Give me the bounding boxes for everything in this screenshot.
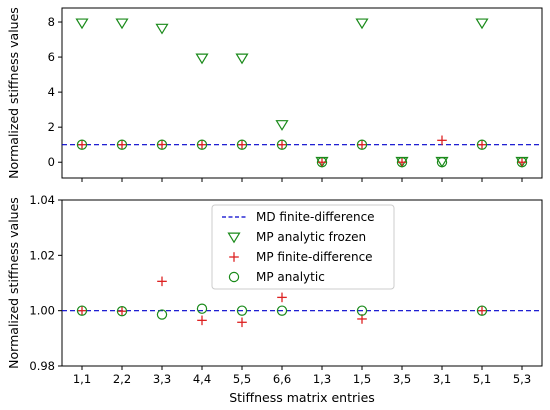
data-point-circle <box>116 306 128 317</box>
data-point-circle <box>276 305 288 316</box>
y-tick-label: 1.02 <box>29 248 55 262</box>
x-tick-label: 5,3 <box>513 372 531 386</box>
x-tick-label: 4,4 <box>193 372 211 386</box>
top-panel: 0 2 4 6 8 Normalized stiffness values <box>6 7 543 182</box>
axes-frame <box>61 7 543 179</box>
data-point-circle <box>116 139 128 150</box>
axes-frame <box>61 199 543 367</box>
data-point-plus <box>397 157 407 168</box>
y-tick-label: 4 <box>48 85 55 99</box>
bottom-panel: 0.98 1.00 1.02 1.04 1,1 2,2 3,3 4,4 5,5 6,6 1,3 1,5… <box>6 193 543 405</box>
data-point-circle <box>356 305 368 316</box>
x-tick-label: 6,6 <box>273 372 291 386</box>
data-point-triangle-down <box>115 18 129 30</box>
data-point-plus <box>197 315 207 326</box>
y-tick-label: 1.04 <box>29 193 55 207</box>
data-point-circle <box>76 139 88 150</box>
y-tick-label: 1.00 <box>29 304 55 318</box>
x-tick-label: 3,1 <box>433 372 451 386</box>
y-tick-label: 2 <box>48 120 55 134</box>
legend-marker <box>228 271 240 283</box>
data-point-plus <box>277 292 287 303</box>
data-point-circle <box>236 305 248 316</box>
y-axis-label: Normalized stiffness values <box>6 7 21 179</box>
x-tick-label: 5,1 <box>473 372 491 386</box>
legend-label: MD finite-difference <box>256 210 375 224</box>
legend-label: MP analytic <box>256 270 325 284</box>
y-tick-label: 0.98 <box>29 359 55 373</box>
data-point-circle <box>476 305 488 316</box>
y-axis-label: Normalized stiffness values <box>6 197 21 369</box>
legend-label: MP finite-difference <box>256 250 373 264</box>
y-tick-label: 8 <box>48 15 55 29</box>
data-point-plus <box>517 157 527 168</box>
x-tick-label: 1,3 <box>313 372 331 386</box>
x-tick-label: 1,1 <box>73 372 91 386</box>
x-tick-label: 1,5 <box>353 372 371 386</box>
legend: MD finite-difference MP analytic frozen MP… <box>211 204 395 290</box>
data-point-plus <box>477 139 487 150</box>
data-point-plus <box>277 139 287 150</box>
data-point-triangle-down <box>235 53 249 65</box>
data-point-plus <box>157 276 167 287</box>
data-point-plus <box>117 139 127 150</box>
y-tick-label: 6 <box>48 50 55 64</box>
data-point-circle <box>196 303 208 314</box>
data-point-plus <box>197 139 207 150</box>
x-tick-label: 5,5 <box>233 372 251 386</box>
x-tick-label: 3,3 <box>153 372 171 386</box>
data-point-circle <box>316 157 328 168</box>
data-point-circle <box>276 139 288 150</box>
data-point-triangle-down <box>75 18 89 30</box>
data-point-plus <box>237 317 247 328</box>
data-point-plus <box>317 157 327 168</box>
data-point-circle <box>236 139 248 150</box>
y-tick-label: 0 <box>48 155 55 169</box>
data-point-plus <box>77 139 87 150</box>
data-point-triangle-down <box>355 18 369 30</box>
data-point-plus <box>117 306 127 317</box>
data-point-circle <box>476 139 488 150</box>
data-point-circle <box>76 305 88 316</box>
data-point-triangle-down <box>275 120 289 131</box>
x-tick-label: 2,2 <box>113 372 131 386</box>
data-point-circle <box>436 157 448 168</box>
data-point-plus <box>357 139 367 150</box>
data-point-circle <box>156 309 168 320</box>
data-point-circle <box>516 157 528 168</box>
data-point-circle <box>396 157 408 168</box>
legend-marker <box>227 232 241 244</box>
data-point-plus <box>77 305 87 316</box>
data-point-circle <box>356 139 368 150</box>
data-point-plus <box>157 139 167 150</box>
legend-box <box>211 204 395 290</box>
legend-marker <box>229 252 239 262</box>
data-point-circle <box>196 139 208 150</box>
data-point-triangle-down <box>475 18 489 30</box>
data-point-plus <box>477 305 487 316</box>
x-axis-label: Stiffness matrix entries <box>229 390 375 405</box>
data-point-plus <box>437 135 447 146</box>
data-point-plus <box>237 139 247 150</box>
data-point-triangle-down <box>195 53 209 65</box>
data-point-triangle-down <box>155 23 169 35</box>
legend-label: MP analytic frozen <box>256 230 366 244</box>
x-tick-label: 3,5 <box>393 372 411 386</box>
data-point-circle <box>156 139 168 150</box>
